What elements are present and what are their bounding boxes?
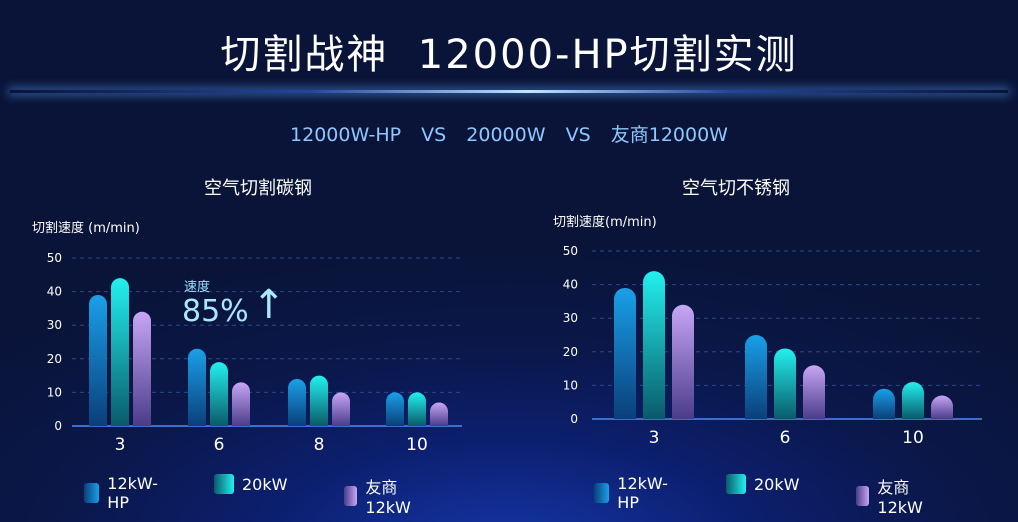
bar <box>430 402 448 426</box>
bar <box>873 388 895 419</box>
legend-label: 友商12kW <box>365 478 411 517</box>
chart-title: 空气切不锈钢 <box>682 178 790 199</box>
legend-item: 12kW-HP <box>84 474 163 512</box>
legend-item: 友商12kW <box>344 474 417 517</box>
y-tick-label: 0 <box>54 419 62 433</box>
y-tick-label: 30 <box>563 311 578 325</box>
y-tick-label: 50 <box>563 244 578 258</box>
y-tick-label: 20 <box>563 345 578 359</box>
x-tick-label: 10 <box>406 435 428 455</box>
y-tick-label: 20 <box>47 352 62 366</box>
x-tick-label: 6 <box>780 428 791 448</box>
legend-item: 友商12kW <box>856 474 929 517</box>
bar <box>774 348 796 419</box>
y-tick-label: 10 <box>563 378 578 392</box>
legend-item: 12kW-HP <box>594 474 673 512</box>
bar <box>188 348 206 426</box>
x-tick-label: 3 <box>115 435 126 455</box>
y-tick-label: 50 <box>47 251 62 265</box>
x-tick-label: 8 <box>314 435 325 455</box>
bar <box>89 294 107 426</box>
page-title: 切割战神 12000-HP切割实测 <box>220 32 798 78</box>
y-tick-label: 40 <box>47 285 62 299</box>
speed-annotation-value: 85% <box>182 294 249 329</box>
legend-label: 20kW <box>242 474 288 494</box>
bar <box>803 365 825 419</box>
bar <box>310 375 328 426</box>
legend-swatch <box>856 485 870 506</box>
speed-annotation-label: 速度 <box>184 279 210 295</box>
y-axis-label: 切割速度 (m/min) <box>32 220 140 236</box>
bar <box>614 287 636 419</box>
legend-item: 20kW <box>214 474 287 494</box>
arrow-up-icon: ↑ <box>252 282 286 328</box>
y-tick-label: 0 <box>570 412 578 426</box>
legend-label: 12kW-HP <box>617 474 668 512</box>
bar <box>643 271 665 419</box>
bar <box>672 304 694 419</box>
legend-label: 友商12kW <box>877 478 923 517</box>
y-tick-label: 30 <box>47 318 62 332</box>
title-divider <box>10 90 1008 93</box>
bar <box>408 392 426 426</box>
legend-swatch <box>84 483 100 503</box>
bar <box>745 335 767 419</box>
x-tick-label: 3 <box>649 428 660 448</box>
comparison-subtitle: 12000W-HP VS 20000W VS 友商12000W <box>290 124 728 146</box>
bar <box>232 382 250 426</box>
bar <box>133 311 151 426</box>
bar <box>111 278 129 426</box>
bar <box>288 378 306 426</box>
legend-swatch <box>594 483 610 503</box>
bar <box>386 392 404 426</box>
chart-title: 空气切割碳钢 <box>204 178 312 199</box>
legend-swatch <box>344 485 358 506</box>
y-tick-label: 10 <box>47 385 62 399</box>
bar <box>210 362 228 426</box>
legend-swatch <box>726 474 746 494</box>
legend-label: 20kW <box>754 474 800 494</box>
y-tick-label: 40 <box>563 278 578 292</box>
x-tick-label: 6 <box>214 435 225 455</box>
legend-swatch <box>214 474 234 494</box>
bar <box>902 382 924 419</box>
y-axis-label: 切割速度(m/min) <box>553 214 657 230</box>
legend-label: 12kW-HP <box>107 474 158 512</box>
bar <box>931 395 953 419</box>
bar <box>332 392 350 426</box>
x-tick-label: 10 <box>902 428 924 448</box>
legend-item: 20kW <box>726 474 799 494</box>
